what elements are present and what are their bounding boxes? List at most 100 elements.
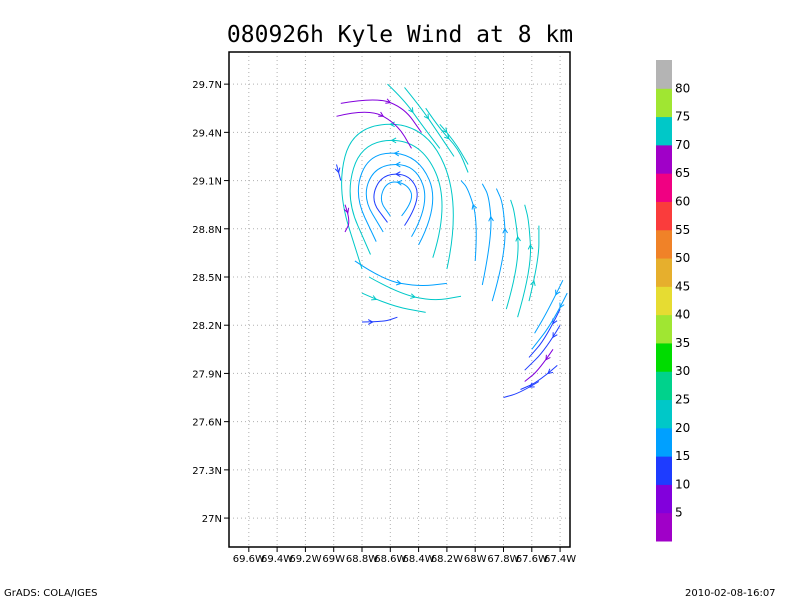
x-tick-label: 68.6W xyxy=(374,554,406,565)
streamline-arrowhead xyxy=(343,207,350,214)
x-tick-label: 68.4W xyxy=(403,554,435,565)
footer-timestamp: 2010-02-08-16:07 xyxy=(685,588,776,599)
y-tick-label: 29.1N xyxy=(192,177,222,188)
colorbar-swatch xyxy=(656,484,672,514)
y-tick-label: 29.4N xyxy=(192,128,222,139)
colorbar-label: 30 xyxy=(675,364,690,378)
streamline-arrowhead xyxy=(527,243,534,250)
streamline xyxy=(517,204,532,318)
streamline-arrowhead xyxy=(488,215,494,222)
y-tick-label: 28.2N xyxy=(192,321,222,332)
streamline xyxy=(361,292,426,313)
streamline-arrowhead xyxy=(394,171,401,177)
y-axis-ticks: 27N 27.3N 27.6N 27.9N 28.2N 28.5N 28.8N 29.1N 29… xyxy=(192,80,229,525)
streamline-arrowhead xyxy=(367,319,374,325)
streamline-arrowhead xyxy=(396,180,403,186)
streamline-arrowhead xyxy=(502,227,508,234)
streamline-arrowhead xyxy=(444,133,450,140)
colorbar-swatch xyxy=(656,427,672,457)
colorbar-label: 35 xyxy=(675,336,690,350)
streamline-arrowhead xyxy=(394,161,401,168)
colorbar: 5 10 15 20 25 30 35 40 45 50 55 60 65 70 75 80 xyxy=(656,60,690,542)
x-tick-label: 69W xyxy=(322,554,345,565)
streamline xyxy=(349,139,443,258)
streamline xyxy=(344,204,350,233)
streamline-arrowhead xyxy=(530,280,536,286)
streamline xyxy=(528,225,540,302)
streamline xyxy=(531,292,568,350)
x-tick-label: 68.8W xyxy=(346,554,378,565)
colorbar-label: 15 xyxy=(675,449,690,463)
colorbar-swatch xyxy=(656,286,672,316)
colorbar-swatch xyxy=(656,258,672,287)
x-tick-label: 69.4W xyxy=(261,554,293,565)
streamline-arrowhead xyxy=(559,302,565,309)
streamline xyxy=(354,260,447,287)
chart-title: 080926h Kyle Wind at 8 km xyxy=(227,22,573,48)
streamline-arrowhead xyxy=(555,289,561,296)
x-tick-label: 67.8W xyxy=(487,554,519,565)
streamline xyxy=(481,183,492,286)
streamline xyxy=(336,111,412,149)
streamline-arrowhead xyxy=(390,137,397,144)
streamline-arrowhead xyxy=(547,368,554,375)
colorbar-swatch xyxy=(656,88,672,118)
colorbar-label: 20 xyxy=(675,421,690,435)
grid xyxy=(229,52,570,547)
streamline xyxy=(534,279,564,334)
y-tick-label: 27.6N xyxy=(192,418,222,429)
colorbar-swatch xyxy=(656,60,672,89)
streamlines xyxy=(334,83,568,398)
colorbar-label: 75 xyxy=(675,110,690,124)
colorbar-swatch xyxy=(656,173,672,202)
streamline-arrowhead xyxy=(385,98,392,104)
footer-credit: GrADS: COLA/IGES xyxy=(4,588,98,599)
y-tick-label: 28.5N xyxy=(192,273,222,284)
x-tick-label: 68W xyxy=(464,554,487,565)
colorbar-label: 45 xyxy=(675,279,690,293)
colorbar-swatch xyxy=(656,201,672,231)
streamline-arrowhead xyxy=(371,295,378,301)
streamline xyxy=(524,324,561,371)
streamline-arrowhead xyxy=(471,203,478,210)
streamline-arrowhead xyxy=(334,167,341,174)
streamline xyxy=(361,316,398,323)
y-tick-label: 29.7N xyxy=(192,80,222,91)
streamline-arrowhead xyxy=(396,279,402,286)
streamline-arrowhead xyxy=(408,107,414,114)
colorbar-label: 60 xyxy=(675,194,690,208)
streamline-arrowhead xyxy=(515,235,521,242)
streamline xyxy=(404,87,455,157)
colorbar-label: 65 xyxy=(675,166,690,180)
streamline xyxy=(380,181,413,217)
colorbar-swatch xyxy=(656,314,672,344)
plot-frame xyxy=(228,51,571,548)
colorbar-swatch xyxy=(656,371,672,401)
x-tick-label: 69.2W xyxy=(289,554,321,565)
streamline-arrowhead xyxy=(552,332,558,339)
streamline-arrowhead xyxy=(393,150,400,157)
streamline xyxy=(528,308,561,358)
x-tick-label: 68.2W xyxy=(431,554,463,565)
streamline xyxy=(520,365,558,390)
streamline-arrowhead xyxy=(545,354,551,361)
colorbar-swatch xyxy=(656,456,672,485)
streamline xyxy=(505,199,519,310)
streamline xyxy=(460,180,477,261)
streamline-arrowhead xyxy=(442,127,448,134)
colorbar-label: 55 xyxy=(675,223,690,237)
x-tick-label: 67.6W xyxy=(516,554,548,565)
y-tick-label: 27N xyxy=(202,514,222,525)
colorbar-swatch xyxy=(656,342,672,372)
x-tick-label: 69.6W xyxy=(233,554,265,565)
y-tick-label: 28.8N xyxy=(192,225,222,236)
colorbar-label: 25 xyxy=(675,393,690,407)
streamline xyxy=(503,381,540,398)
streamline-arrowhead xyxy=(423,113,430,120)
streamline-arrowhead xyxy=(410,293,417,299)
streamline-arrowhead xyxy=(378,111,385,117)
colorbar-label: 40 xyxy=(675,308,690,322)
streamline xyxy=(439,123,469,165)
